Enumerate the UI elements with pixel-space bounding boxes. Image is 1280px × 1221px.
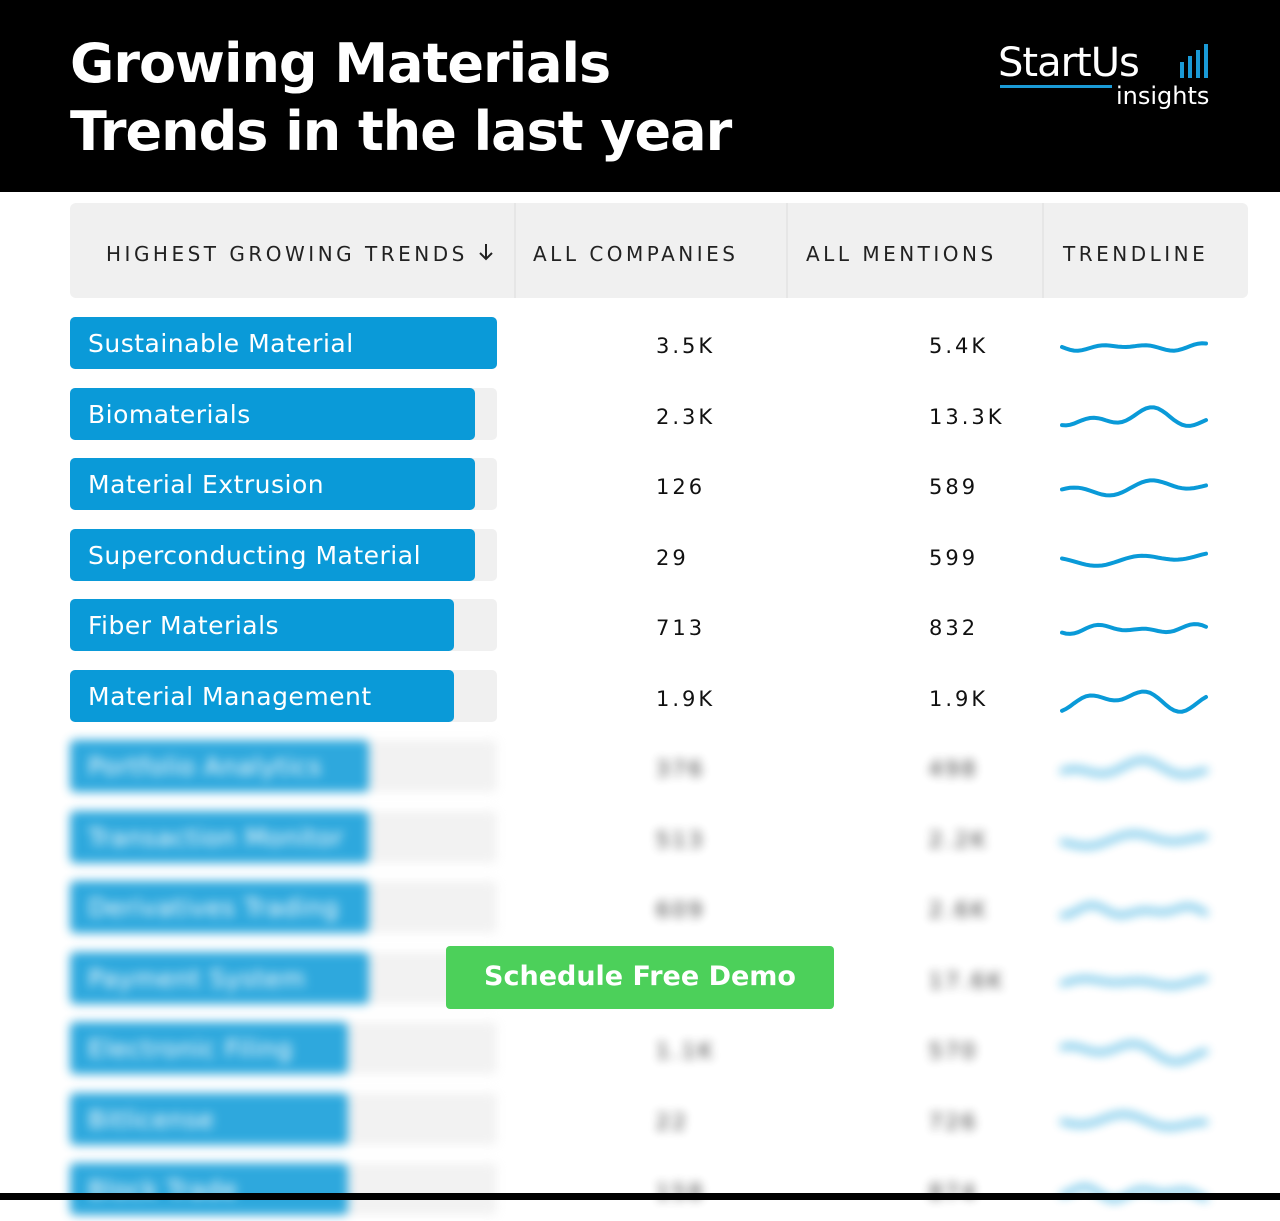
trend-name[interactable]: Material Management	[70, 669, 454, 722]
mentions-count: 498	[929, 757, 979, 781]
column-header[interactable]: HIGHEST GROWING TRENDS	[106, 242, 468, 266]
trendline-path	[1060, 1111, 1208, 1129]
trend-name[interactable]: Transaction Monitor	[70, 810, 369, 863]
trendline-path	[1060, 1184, 1208, 1202]
logo-underline	[1000, 85, 1112, 88]
mentions-count: 874	[929, 1180, 979, 1204]
trendline	[1060, 757, 1208, 777]
table-row: Derivatives Trading 609 2.6K	[0, 881, 1280, 933]
trend-name[interactable]: Derivatives Trading	[70, 881, 369, 933]
table-row: Transaction Monitor 513 2.2K	[0, 810, 1280, 863]
logo-bar	[1188, 56, 1192, 78]
mentions-count: 726	[929, 1109, 979, 1134]
companies-count: 1.1K	[656, 1039, 716, 1063]
trendline	[1060, 976, 1208, 988]
title: Growing Materials	[70, 32, 611, 95]
trendline-path	[1060, 831, 1208, 848]
trend-name[interactable]: Payment System	[70, 951, 369, 1004]
companies-count: 126	[656, 475, 706, 499]
table-row: Block Trade 158 874	[0, 1163, 1280, 1215]
table-row: Bitlicense 22 726	[0, 1092, 1280, 1145]
trendline	[1060, 831, 1208, 848]
footer-bar	[0, 1193, 1280, 1200]
trend-name[interactable]: Bitlicense	[70, 1092, 348, 1145]
trendline-path	[1060, 404, 1208, 428]
trendline-path	[1060, 551, 1208, 568]
mentions-count: 13.3K	[929, 404, 1005, 429]
trend-name[interactable]: Superconducting Material	[70, 528, 475, 581]
trendline	[1060, 1041, 1208, 1064]
trend-name[interactable]: Sustainable Material	[70, 317, 497, 369]
mentions-count: 2.6K	[929, 898, 989, 922]
companies-count: 3.5K	[656, 334, 716, 358]
mentions-count: 570	[929, 1039, 979, 1063]
table-row: Superconducting Material 29 599	[0, 528, 1280, 581]
trend-name[interactable]: Material Extrusion	[70, 458, 475, 510]
separator	[1042, 203, 1044, 298]
mentions-count: 2.2K	[929, 827, 989, 852]
sort-arrow[interactable]	[478, 243, 494, 261]
trend-name[interactable]: Biomaterials	[70, 387, 475, 440]
separator	[514, 203, 516, 298]
column-header: TRENDLINE	[1063, 242, 1209, 266]
logo-name: StartUs	[998, 40, 1140, 86]
table-row: Sustainable Material 3.5K 5.4K	[0, 317, 1280, 369]
table-row: Portfolio Analytics 376 498	[0, 740, 1280, 792]
mentions-count: 17.6K	[929, 968, 1005, 993]
companies-count: 29	[656, 545, 689, 570]
trendline	[1060, 903, 1208, 918]
table-row: Material Management 1.9K 1.9K	[0, 669, 1280, 722]
companies-count: 713	[656, 616, 706, 640]
mentions-count: 5.4K	[929, 334, 989, 358]
title: Trends in the last year	[70, 100, 732, 163]
mentions-count: 599	[929, 545, 979, 570]
trendline	[1060, 1184, 1208, 1202]
demo-button[interactable]: Schedule Free Demo	[446, 946, 834, 1009]
table-header: HIGHEST GROWING TRENDS ALL COMPANIES ALL…	[70, 203, 1248, 298]
header: Growing Materials Trends in the last yea…	[0, 0, 1280, 192]
companies-count: 22	[656, 1109, 689, 1134]
trend-name[interactable]: Block Trade	[70, 1163, 348, 1215]
mentions-count: 1.9K	[929, 686, 989, 711]
trendline-path	[1060, 622, 1208, 636]
logo-sub: insights	[1116, 82, 1210, 110]
trendline	[1060, 551, 1208, 568]
trendline	[1060, 1111, 1208, 1129]
trendline	[1060, 622, 1208, 636]
trendline-path	[1060, 689, 1208, 714]
companies-count: 2.3K	[656, 404, 716, 429]
trendline	[1060, 478, 1208, 498]
column-header: ALL MENTIONS	[806, 242, 997, 266]
companies-count: 513	[656, 827, 706, 852]
trendline	[1060, 341, 1208, 353]
table-row: Material Extrusion 126 589	[0, 458, 1280, 510]
companies-count: 158	[656, 1180, 706, 1204]
table-row: Fiber Materials 713 832	[0, 599, 1280, 651]
logo-bar	[1204, 44, 1208, 78]
trend-name[interactable]: Fiber Materials	[70, 599, 454, 651]
trend-name[interactable]: Electronic Filing	[70, 1022, 348, 1074]
companies-count: 376	[656, 757, 706, 781]
trendline	[1060, 689, 1208, 714]
mentions-count: 832	[929, 616, 979, 640]
companies-count: 1.9K	[656, 686, 716, 711]
trend-name[interactable]: Portfolio Analytics	[70, 740, 369, 792]
companies-count: 609	[656, 898, 706, 922]
column-header: ALL COMPANIES	[533, 242, 739, 266]
logo-bar	[1180, 62, 1184, 78]
trendline-path	[1060, 976, 1208, 988]
table-row: Electronic Filing 1.1K 570	[0, 1022, 1280, 1074]
trendline-path	[1060, 903, 1208, 918]
trendline-path	[1060, 1041, 1208, 1064]
trendline-path	[1060, 341, 1208, 353]
mentions-count: 589	[929, 475, 979, 499]
table-row: Payment System 17.6K	[0, 951, 1280, 1004]
table-row: Biomaterials 2.3K 13.3K	[0, 387, 1280, 440]
separator	[786, 203, 788, 298]
trendline	[1060, 404, 1208, 428]
trendline-path	[1060, 478, 1208, 498]
logo-bar	[1196, 50, 1200, 78]
trendline-path	[1060, 757, 1208, 777]
